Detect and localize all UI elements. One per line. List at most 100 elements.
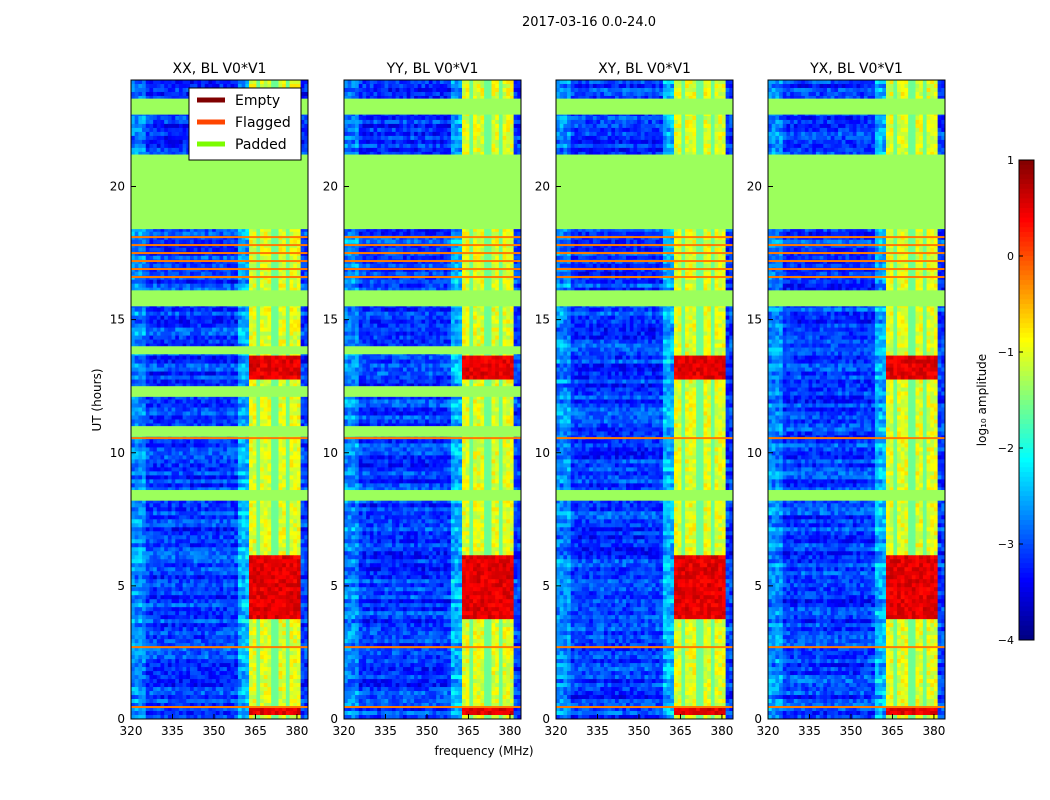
heatmap-cell <box>190 80 195 85</box>
heatmap-cell <box>260 287 265 293</box>
heatmap-cell <box>274 395 279 400</box>
heatmap-cell <box>304 487 309 492</box>
heatmap-cell <box>131 231 136 237</box>
heatmap-cell <box>212 315 217 321</box>
heatmap-cell <box>285 80 290 85</box>
heatmap-cell <box>260 83 265 89</box>
heatmap-cell <box>186 447 191 452</box>
heatmap-cell <box>160 399 165 404</box>
heatmap-cell <box>296 83 302 89</box>
heatmap-cell <box>142 283 147 289</box>
heatmap-cell <box>175 147 180 153</box>
heatmap-cell <box>304 80 309 85</box>
heatmap-cell <box>138 363 143 368</box>
heatmap-cell <box>278 287 283 293</box>
heatmap-cell <box>156 447 161 452</box>
heatmap-cell <box>156 80 161 85</box>
heatmap-cell <box>256 363 261 368</box>
heatmap-cell <box>204 323 209 329</box>
heatmap-cell <box>267 423 272 428</box>
heatmap-cell <box>186 487 191 492</box>
heatmap-cell <box>175 463 180 468</box>
heatmap-cell <box>296 315 302 321</box>
heatmap-cell <box>142 459 147 464</box>
heatmap-cell <box>241 379 246 384</box>
heatmap-cell <box>138 399 143 404</box>
heatmap-cell <box>164 463 169 468</box>
heatmap-cell <box>164 447 169 452</box>
heatmap-cell <box>149 467 154 472</box>
heatmap-cell <box>241 279 246 285</box>
heatmap-cell <box>134 139 139 145</box>
heatmap-cell <box>131 487 136 492</box>
heatmap-cell <box>271 231 276 237</box>
heatmap-cell <box>160 95 165 101</box>
heatmap-cell <box>175 451 180 456</box>
heatmap-cell <box>300 411 305 416</box>
heatmap-cell <box>131 407 136 412</box>
heatmap-cell <box>131 439 136 444</box>
heatmap-cell <box>263 283 268 289</box>
heatmap-cell <box>186 467 191 472</box>
heatmap-cell <box>223 439 228 444</box>
heatmap-cell <box>201 403 206 408</box>
heatmap-cell <box>256 475 261 480</box>
heatmap-cell <box>182 411 187 416</box>
heatmap-cell <box>256 287 261 293</box>
heatmap-cell <box>160 327 165 332</box>
heatmap-cell <box>300 467 305 472</box>
heatmap-cell <box>241 439 246 444</box>
heatmap-cell <box>201 83 206 89</box>
heatmap-cell <box>171 83 176 89</box>
heatmap-cell <box>208 407 213 412</box>
heatmap-cell <box>134 455 139 460</box>
heatmap-cell <box>142 455 147 460</box>
heatmap-cell <box>164 439 169 444</box>
heatmap-cell <box>267 483 272 488</box>
heatmap-cell <box>156 475 161 480</box>
heatmap-cell <box>178 119 184 125</box>
heatmap-cell <box>131 255 136 261</box>
heatmap-cell <box>274 323 279 329</box>
heatmap-cell <box>153 479 158 484</box>
heatmap-cell <box>167 415 172 420</box>
heatmap-cell <box>197 475 202 480</box>
heatmap-cell <box>182 455 187 460</box>
heatmap-cell <box>304 331 309 336</box>
heatmap-cell <box>171 367 176 372</box>
heatmap-cell <box>204 475 209 480</box>
heatmap-cell <box>201 471 206 476</box>
heatmap-cell <box>278 415 283 420</box>
heatmap-cell <box>190 83 195 89</box>
heatmap-cell <box>208 335 213 340</box>
heatmap-cell <box>197 80 202 85</box>
heatmap-cell <box>160 423 165 428</box>
heatmap-cell <box>142 415 147 420</box>
heatmap-cell <box>285 399 290 404</box>
heatmap-cell <box>237 379 243 384</box>
heatmap-cell <box>204 371 209 376</box>
heatmap-cell <box>178 399 184 404</box>
heatmap-cell <box>260 80 265 85</box>
heatmap-cell <box>197 395 202 400</box>
heatmap-cell <box>215 407 220 412</box>
heatmap-cell <box>267 459 272 464</box>
heatmap-cell <box>156 395 161 400</box>
heatmap-cell <box>282 487 287 492</box>
heatmap-cell <box>153 363 158 368</box>
heatmap-cell <box>267 335 272 340</box>
heatmap-cell <box>245 395 250 400</box>
heatmap-cell <box>252 279 257 285</box>
heatmap-cell <box>197 371 202 376</box>
heatmap-cell <box>186 483 191 488</box>
heatmap-cell <box>285 419 290 424</box>
heatmap-cell <box>260 447 265 452</box>
heatmap-cell <box>245 379 250 384</box>
heatmap-cell <box>167 483 172 488</box>
heatmap-cell <box>197 439 202 444</box>
heatmap-cell <box>145 327 150 332</box>
heatmap-cell <box>149 323 154 329</box>
heatmap-cell <box>230 471 235 476</box>
heatmap-cell <box>164 415 169 420</box>
heatmap-cell <box>219 407 224 412</box>
